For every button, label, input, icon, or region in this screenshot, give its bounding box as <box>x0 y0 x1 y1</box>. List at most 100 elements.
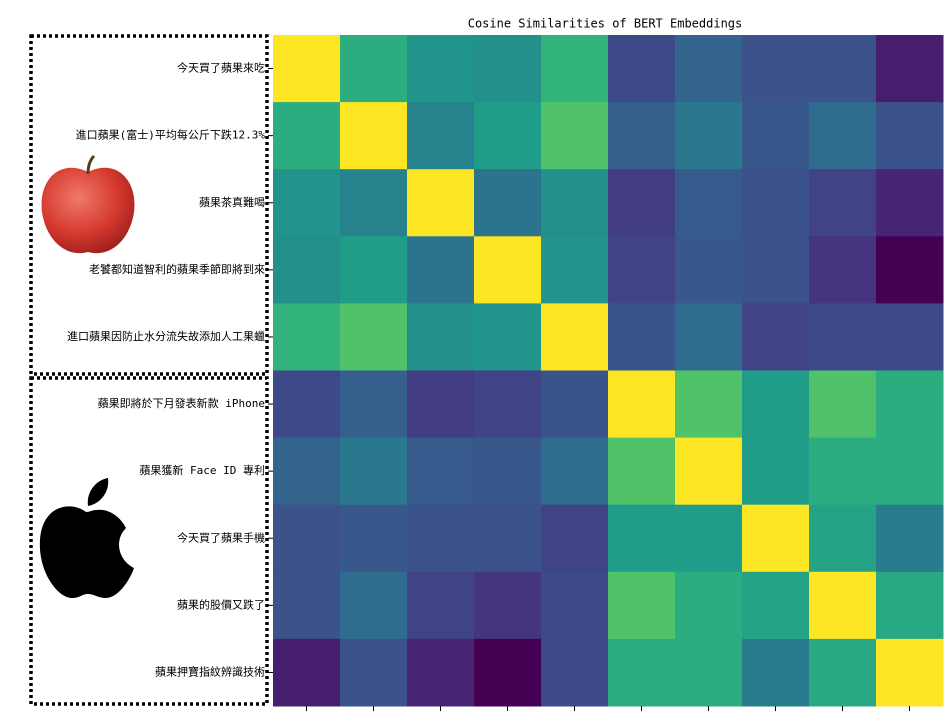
heatmap-cell <box>340 571 408 640</box>
heatmap-cell <box>608 102 676 170</box>
heatmap-cell <box>876 236 944 304</box>
heatmap-cell <box>273 102 341 170</box>
heatmap-cell <box>809 571 877 640</box>
heatmap-cell <box>474 303 542 371</box>
heatmap <box>273 35 944 707</box>
heatmap-cell <box>474 236 542 304</box>
heatmap-cell <box>541 437 609 506</box>
heatmap-cell <box>876 303 944 371</box>
heatmap-cell <box>541 370 609 439</box>
heatmap-cell <box>474 370 542 439</box>
heatmap-cell <box>809 169 877 237</box>
y-tick-label: 蘋果即將於下月發表新款 iPhone <box>98 396 265 410</box>
heatmap-cell <box>273 236 341 304</box>
heatmap-cell <box>273 504 341 573</box>
heatmap-cell <box>608 437 676 506</box>
heatmap-cell <box>340 437 408 506</box>
heatmap-cell <box>474 504 542 573</box>
heatmap-cell <box>876 571 944 640</box>
heatmap-cell <box>273 437 341 506</box>
heatmap-cell <box>541 303 609 371</box>
heatmap-cell <box>742 169 810 237</box>
heatmap-cell <box>608 571 676 640</box>
heatmap-cell <box>340 370 408 439</box>
heatmap-cell <box>675 102 743 170</box>
heatmap-cell <box>742 437 810 506</box>
heatmap-cell <box>407 370 475 439</box>
heatmap-cell <box>742 102 810 170</box>
y-tick-label: 蘋果的股價又跌了 <box>177 597 265 611</box>
heatmap-cell <box>407 437 475 506</box>
heatmap-cell <box>474 571 542 640</box>
heatmap-cell <box>541 638 609 707</box>
heatmap-cell <box>675 504 743 573</box>
heatmap-cell <box>809 35 877 103</box>
heatmap-cell <box>675 370 743 439</box>
heatmap-cell <box>273 35 341 103</box>
y-tick-label: 蘋果押寶指紋辨識技術 <box>155 664 265 678</box>
heatmap-cell <box>876 102 944 170</box>
heatmap-cell <box>608 169 676 237</box>
heatmap-cell <box>340 169 408 237</box>
heatmap-cell <box>407 303 475 371</box>
heatmap-cell <box>742 236 810 304</box>
heatmap-cell <box>809 303 877 371</box>
heatmap-cell <box>407 638 475 707</box>
fruit-group-box <box>29 34 269 376</box>
heatmap-cell <box>340 504 408 573</box>
heatmap-cell <box>809 437 877 506</box>
heatmap-cell <box>742 303 810 371</box>
y-tick-label: 今天買了蘋果手機 <box>177 530 265 544</box>
heatmap-cell <box>876 35 944 103</box>
heatmap-cell <box>675 303 743 371</box>
chart-title: Cosine Similarities of BERT Embeddings <box>468 17 743 31</box>
heatmap-cell <box>742 504 810 573</box>
heatmap-cell <box>675 236 743 304</box>
heatmap-cell <box>474 102 542 170</box>
heatmap-cell <box>876 504 944 573</box>
heatmap-cell <box>809 638 877 707</box>
heatmap-cell <box>407 169 475 237</box>
heatmap-cell <box>608 303 676 371</box>
heatmap-cell <box>608 236 676 304</box>
heatmap-cell <box>541 504 609 573</box>
heatmap-cell <box>541 169 609 237</box>
heatmap-cell <box>675 571 743 640</box>
heatmap-cell <box>675 437 743 506</box>
heatmap-cell <box>608 370 676 439</box>
heatmap-cell <box>742 571 810 640</box>
heatmap-cell <box>541 571 609 640</box>
heatmap-cell <box>273 370 341 439</box>
heatmap-cell <box>876 638 944 707</box>
heatmap-cell <box>876 169 944 237</box>
y-tick-label: 今天買了蘋果來吃 <box>177 61 265 75</box>
heatmap-cell <box>474 638 542 707</box>
heatmap-cell <box>273 571 341 640</box>
heatmap-cell <box>340 35 408 103</box>
heatmap-cell <box>541 236 609 304</box>
y-tick-label: 蘋果茶真難喝 <box>199 195 265 209</box>
heatmap-cell <box>809 370 877 439</box>
y-tick-label: 進口蘋果(富士)平均每公斤下跌12.3% <box>76 128 266 142</box>
apple-logo-icon <box>39 478 134 598</box>
heatmap-cell <box>675 638 743 707</box>
heatmap-cell <box>407 35 475 103</box>
fruit-apple-icon <box>41 154 135 254</box>
heatmap-cell <box>541 35 609 103</box>
heatmap-cell <box>608 638 676 707</box>
company-group-box <box>29 376 269 706</box>
heatmap-cell <box>474 169 542 237</box>
heatmap-cell <box>407 102 475 170</box>
heatmap-cell <box>675 35 743 103</box>
heatmap-cell <box>407 504 475 573</box>
heatmap-cell <box>876 370 944 439</box>
heatmap-cell <box>273 638 341 707</box>
y-tick-label: 老饕都知道智利的蘋果季節即將到來 <box>89 262 265 276</box>
heatmap-cell <box>541 102 609 170</box>
heatmap-cell <box>675 169 743 237</box>
heatmap-cell <box>876 437 944 506</box>
heatmap-cell <box>608 35 676 103</box>
heatmap-cell <box>742 370 810 439</box>
y-tick-label: 蘋果獲新 Face ID 專利 <box>139 463 265 477</box>
heatmap-cell <box>407 571 475 640</box>
